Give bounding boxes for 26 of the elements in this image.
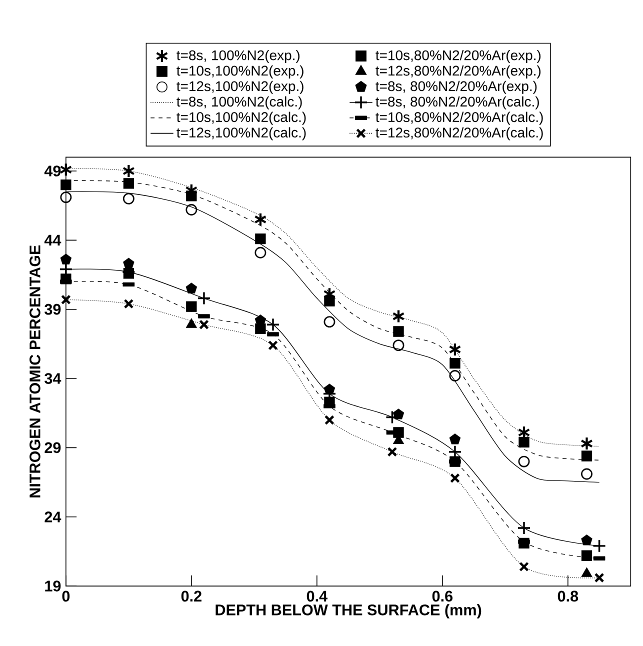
x-tick-label: 0.8 <box>558 590 578 602</box>
y-tick-label: 24 <box>44 512 62 522</box>
y-axis-title: NITROGEN ATOMIC PERCENTAGE <box>30 245 41 498</box>
legend-label: t=10s,80%N2/20%Ar(calc.) <box>376 112 544 125</box>
x-tick-label: 0 <box>62 590 70 602</box>
legend-label: t=12s,80%N2/20%Ar(exp.) <box>376 65 541 78</box>
legend-label: t=10s,100%N2(exp.) <box>176 65 304 78</box>
y-tick-label: 39 <box>44 304 61 315</box>
legend-label: t=12s,80%N2/20%Ar(calc.) <box>376 127 544 140</box>
y-tick-label: 44 <box>44 234 62 246</box>
legend-label: t=10s,80%N2/20%Ar(exp.) <box>376 50 541 63</box>
y-tick-label: 19 <box>45 580 61 592</box>
y-tick-label: 34 <box>44 373 62 384</box>
x-tick-label: 0.4 <box>307 590 328 602</box>
y-tick-label: 49 <box>44 166 61 176</box>
legend-label: t=8s, 100%N2(exp.) <box>176 50 300 63</box>
x-axis-title: DEPTH BELOW THE SURFACE (mm) <box>216 604 482 618</box>
legend-label: t=12s,100%N2(exp.) <box>176 80 304 94</box>
legend-label: t=8s, 100%N2(calc.) <box>176 96 302 110</box>
legend-label: t=8s, 80%N2/20%Ar(calc.) <box>376 96 540 110</box>
legend-label: t=8s, 80%N2/20%Ar(exp.) <box>376 80 537 94</box>
legend-label: t=12s,100%N2(calc.) <box>176 127 306 140</box>
legend-label: t=10s,100%N2(calc.) <box>176 112 306 125</box>
x-tick-label: 0.2 <box>182 590 202 602</box>
x-tick-label: 0.6 <box>432 590 453 602</box>
y-tick-label: 29 <box>44 442 61 454</box>
